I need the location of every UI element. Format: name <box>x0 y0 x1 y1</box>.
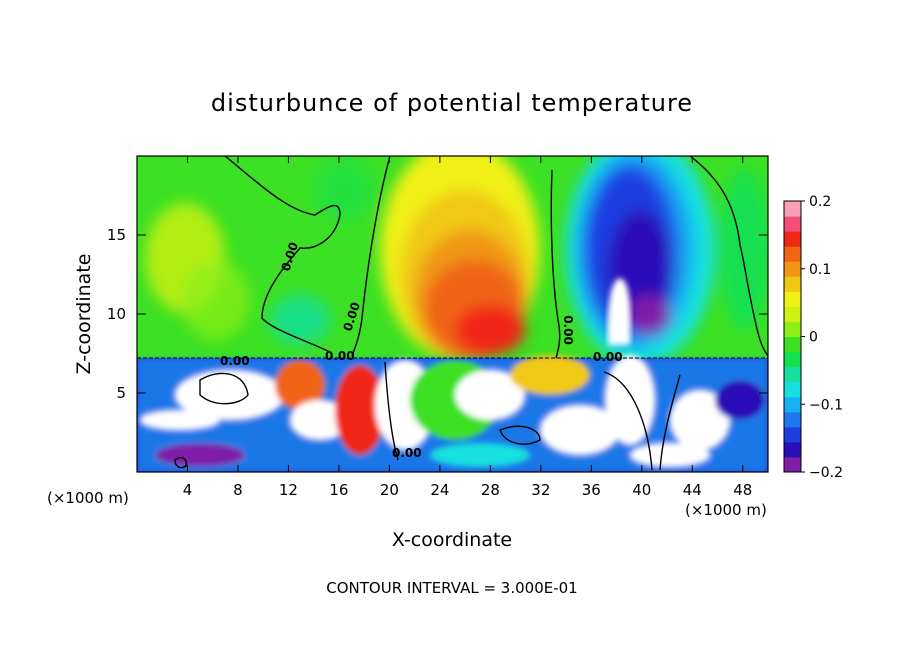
y-axis: 5 10 15 <box>107 226 768 402</box>
colorbar-swatch <box>784 231 801 247</box>
contour-label: 0.00 <box>220 354 250 368</box>
x-tick-label: 44 <box>683 481 702 499</box>
colorbar-swatch <box>784 276 801 292</box>
colorbar-swatch <box>784 246 801 262</box>
colorbar-tick-label: 0.2 <box>809 194 831 210</box>
x-axis-label: X-coordinate <box>392 529 512 551</box>
x-unit-left: (×1000 m) <box>47 489 129 507</box>
contour-labels: 0.00 0.00 0.00 0.00 0.00 0.00 0.00 <box>220 240 623 460</box>
y-tick-label: 5 <box>116 384 126 402</box>
colorbar-swatch <box>784 411 801 428</box>
colorbar-swatch <box>784 396 801 413</box>
x-unit-right: (×1000 m) <box>685 501 767 519</box>
contour-label: 0.00 <box>561 315 575 345</box>
colorbar-swatch <box>784 336 801 353</box>
colorbar-ticks: 0.2 0.1 0 −0.1 −0.2 <box>801 194 843 481</box>
colorbar-swatch <box>784 456 801 473</box>
x-tick-label: 12 <box>279 481 298 499</box>
colorbar-tick-label: −0.1 <box>809 397 843 413</box>
colorbar-swatch <box>784 306 801 322</box>
contour-interval-note: CONTOUR INTERVAL = 3.000E-01 <box>326 579 577 597</box>
x-tick-label: 4 <box>183 481 193 499</box>
colorbar-swatch <box>784 321 801 337</box>
x-tick-label: 24 <box>430 481 449 499</box>
colorbar-tick-label: 0.1 <box>809 262 831 278</box>
colorbar-swatch <box>784 291 801 307</box>
x-tick-label: 16 <box>329 481 348 499</box>
colorbar-tick-label: −0.2 <box>809 465 843 481</box>
contour-lines <box>174 156 768 471</box>
colorbar-swatch <box>784 216 801 232</box>
heatmap-field <box>137 156 768 472</box>
colorbar-swatch <box>784 201 801 217</box>
chart-title: disturbunce of potential temperature <box>211 89 693 117</box>
x-axis: 4 8 12 16 20 24 28 32 36 40 44 48 <box>183 156 752 499</box>
contour-label: 0.00 <box>392 446 422 460</box>
colorbar-swatch <box>784 366 801 383</box>
y-tick-label: 10 <box>107 305 126 323</box>
y-axis-label: Z-coordinate <box>73 254 95 375</box>
colorbar-swatch <box>784 441 801 458</box>
x-tick-label: 32 <box>531 481 550 499</box>
colorbar-swatch <box>784 351 801 368</box>
contour-label: 0.00 <box>593 350 623 364</box>
x-tick-label: 36 <box>582 481 601 499</box>
x-tick-label: 40 <box>632 481 651 499</box>
x-tick-label: 8 <box>233 481 243 499</box>
x-tick-label: 48 <box>733 481 752 499</box>
y-tick-label: 15 <box>107 226 126 244</box>
colorbar-swatch <box>784 381 801 398</box>
colorbar-tick-label: 0 <box>809 330 818 346</box>
colorbar-swatch <box>784 426 801 443</box>
colorbar-swatch <box>784 261 801 277</box>
contour-label: 0.00 <box>325 349 355 363</box>
x-tick-label: 20 <box>380 481 399 499</box>
colorbar <box>783 200 802 473</box>
x-tick-label: 28 <box>481 481 500 499</box>
